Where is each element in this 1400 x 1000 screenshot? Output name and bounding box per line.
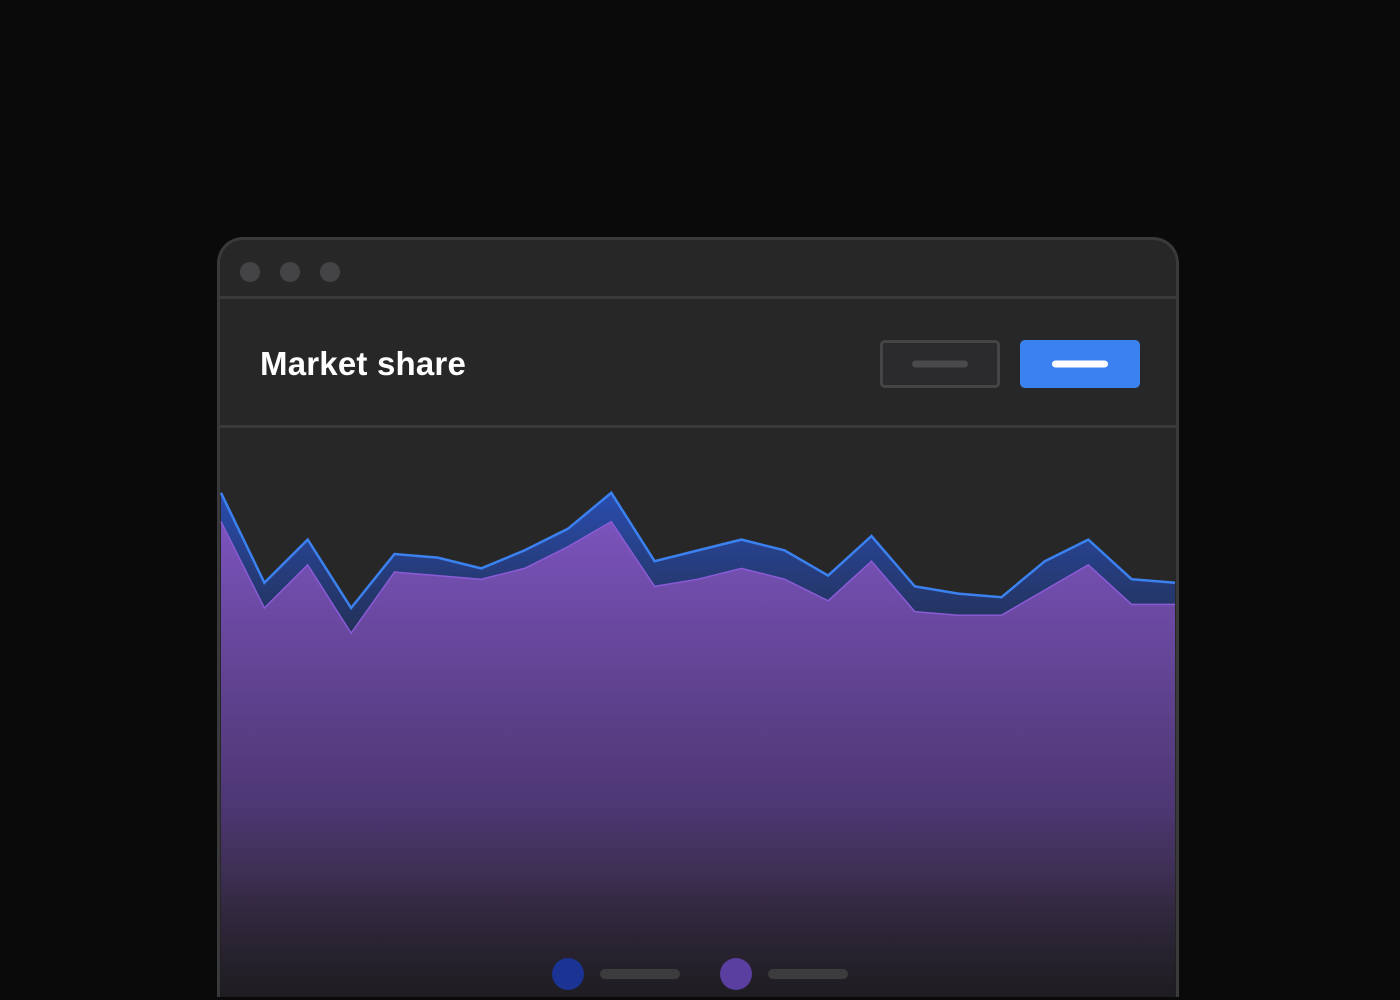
primary-button-label-placeholder <box>1052 360 1108 368</box>
page-title: Market share <box>260 345 467 382</box>
chart-header: Market share <box>220 299 1176 428</box>
legend-swatch-blue <box>552 958 584 990</box>
window-minimize-dot[interactable] <box>280 262 300 282</box>
window-maximize-dot[interactable] <box>320 262 340 282</box>
legend-label-placeholder-blue <box>600 969 680 979</box>
series-blue-line <box>220 490 1176 611</box>
secondary-button-label-placeholder <box>912 360 968 368</box>
legend-swatch-purple <box>720 958 752 990</box>
chart-legend <box>220 956 1176 992</box>
series-blue-area <box>221 492 1175 634</box>
secondary-button[interactable] <box>880 340 1000 388</box>
app-window: Market share <box>217 237 1179 997</box>
window-close-dot[interactable] <box>240 262 260 282</box>
legend-label-placeholder-purple <box>768 969 848 979</box>
area-chart-svg <box>220 490 1176 997</box>
primary-button[interactable] <box>1020 340 1140 388</box>
market-share-chart <box>220 428 1176 997</box>
window-titlebar <box>220 240 1176 299</box>
series-purple-line <box>220 520 1175 635</box>
series-layer <box>220 490 1176 997</box>
